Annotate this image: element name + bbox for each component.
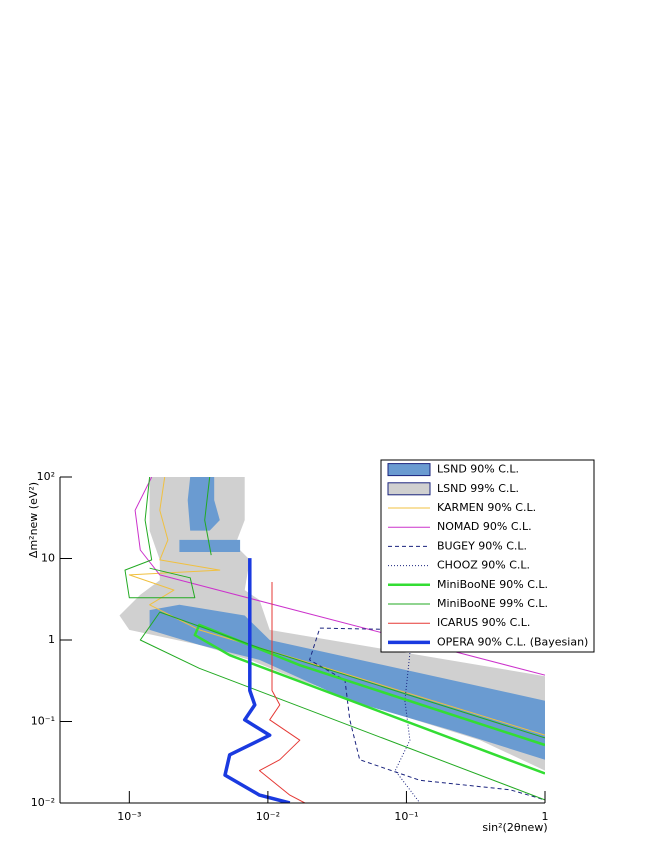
- y-tick-label: 10⁻²: [31, 796, 55, 809]
- legend-label: MiniBooNE 99% C.L.: [437, 597, 548, 610]
- y-tick-label: 10: [41, 552, 55, 565]
- y-tick-label: 1: [48, 633, 55, 646]
- exclusion-curve: [124, 477, 545, 801]
- exclusion-curve: [309, 627, 545, 801]
- x-axis-title: sin²(2θnew): [482, 821, 547, 834]
- exclusion-curve: [128, 477, 545, 736]
- exclusion-curve: [259, 582, 306, 803]
- legend-swatch: [387, 463, 431, 477]
- exclusion-curve: [394, 653, 421, 803]
- legend-label: OPERA 90% C.L. (Bayesian): [437, 635, 588, 648]
- legend-label: KARMEN 90% C.L.: [437, 501, 536, 514]
- x-tick-label: 10⁻³: [117, 810, 141, 823]
- legend-label: LSND 99% C.L.: [437, 482, 519, 495]
- plot-area: [119, 477, 545, 803]
- y-tick-label: 10²: [37, 470, 55, 483]
- legend-label: BUGEY 90% C.L.: [437, 539, 527, 552]
- legend-swatch: [387, 482, 431, 496]
- exclusion-curve: [223, 558, 291, 803]
- legend-label: MiniBooNE 90% C.L.: [437, 578, 548, 591]
- y-tick-label: 10⁻¹: [31, 715, 55, 728]
- legend-label: ICARUS 90% C.L.: [437, 616, 530, 629]
- exclusion-curve: [134, 477, 545, 676]
- confidence-region: [149, 477, 545, 760]
- x-tick-label: 10⁻²: [256, 810, 280, 823]
- legend-label: CHOOZ 90% C.L.: [437, 559, 530, 572]
- exclusion-curve: [193, 623, 545, 775]
- legend-label: NOMAD 90% C.L.: [437, 520, 532, 533]
- x-tick-label: 10⁻¹: [394, 810, 418, 823]
- y-axis-title: Δm²new (eV²): [27, 482, 40, 558]
- x-tick-label: 1: [542, 810, 549, 823]
- legend-label: LSND 90% C.L.: [437, 463, 519, 476]
